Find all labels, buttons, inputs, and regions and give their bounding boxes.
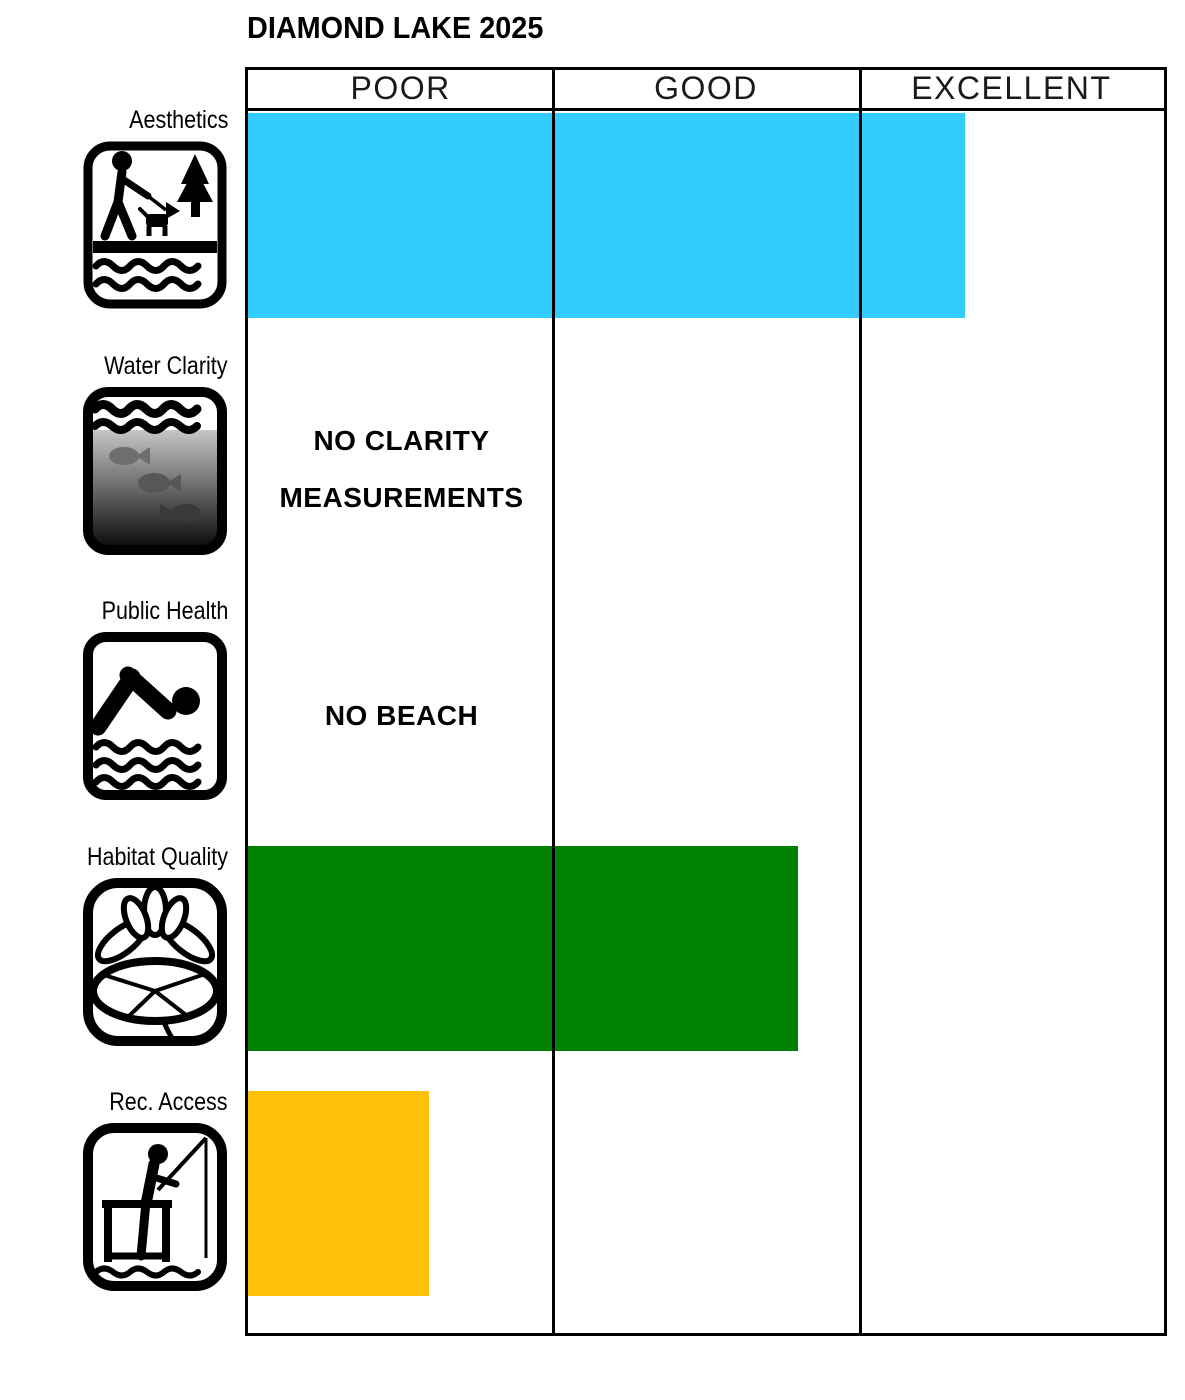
category-label: Rec. Access (109, 1088, 228, 1116)
rec-access-score-bar (248, 1091, 430, 1296)
score-table: POOR GOOD EXCELLENT NO CLARITY MEASUREME… (245, 67, 1167, 1336)
scale-header-excellent: EXCELLENT (911, 70, 1112, 106)
aesthetics-score-bar (248, 113, 966, 318)
note-line: MEASUREMENTS (279, 482, 524, 513)
note-line: NO BEACH (324, 700, 479, 731)
category-label: Water Clarity (104, 352, 228, 380)
scale-header-row: POOR GOOD EXCELLENT (248, 70, 1164, 111)
category-label: Aesthetics (128, 106, 228, 134)
note-line: NO CLARITY (313, 425, 490, 456)
dog-walking-icon (82, 140, 228, 310)
score-row-rec-access (248, 1089, 1164, 1333)
water-clarity-fish-icon (82, 386, 228, 556)
score-row-habitat-quality (248, 844, 1164, 1088)
column-divider-good-excellent (859, 70, 862, 1333)
no-beach-note: NO BEACH (248, 700, 555, 732)
score-row-aesthetics (248, 111, 1164, 355)
score-row-water-clarity: NO CLARITY MEASUREMENTS (248, 355, 1164, 599)
scale-header-poor: POOR (350, 70, 451, 106)
swimmer-icon (82, 631, 228, 801)
column-divider-poor-good (552, 70, 555, 1333)
category-label: Public Health (101, 597, 228, 625)
scale-header-good: GOOD (654, 70, 758, 106)
no-clarity-note: NO CLARITY MEASUREMENTS (248, 412, 555, 526)
fishing-dock-icon (82, 1122, 228, 1292)
water-lily-icon (82, 877, 228, 1047)
category-label: Habitat Quality (86, 843, 228, 871)
chart-title: DIAMOND LAKE 2025 (247, 10, 544, 45)
score-row-public-health: NO BEACH (248, 600, 1164, 844)
habitat-quality-score-bar (248, 846, 798, 1051)
